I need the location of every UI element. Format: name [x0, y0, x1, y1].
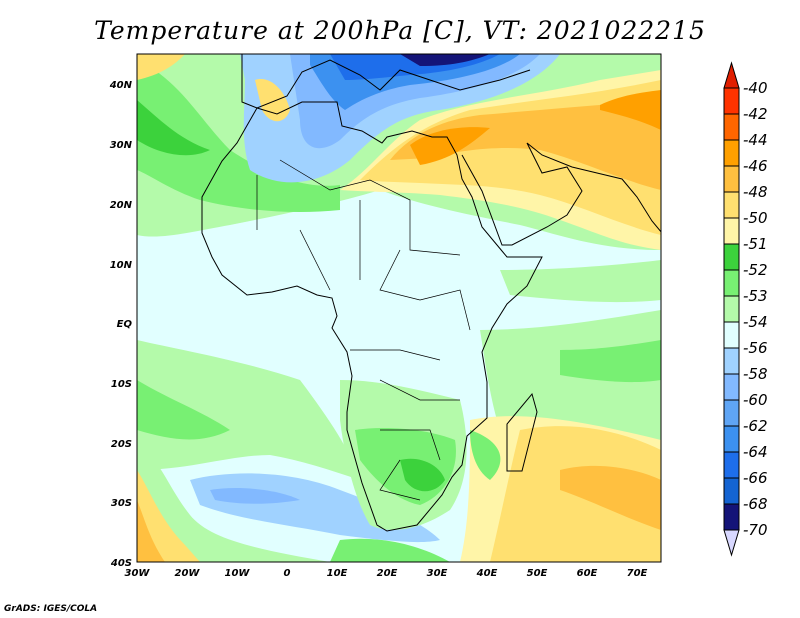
colorbar-label: -53 — [743, 287, 768, 305]
lon-label: 30W — [125, 568, 151, 579]
lon-label: 30E — [427, 568, 448, 579]
lat-label: 30S — [111, 498, 132, 509]
lat-label: 40N — [109, 80, 133, 91]
colorbar-swatch — [723, 321, 740, 349]
lon-label: 40E — [476, 568, 498, 579]
colorbar-swatch — [723, 503, 740, 531]
borders — [256, 159, 471, 501]
lon-label: 20W — [175, 568, 201, 579]
lat-label: EQ — [117, 319, 133, 330]
colorbar-swatch — [723, 451, 740, 479]
colorbar-label: -51 — [743, 235, 768, 253]
madagascar-coastline — [506, 392, 538, 472]
lat-label: 30N — [110, 140, 133, 151]
colorbar-swatch — [723, 373, 740, 401]
colorbar-swatch — [723, 295, 740, 323]
colorbar-label: -70 — [743, 521, 768, 539]
colorbar-label: -52 — [743, 261, 768, 279]
colorbar-swatch — [723, 191, 740, 219]
lat-label: 10N — [110, 260, 133, 271]
colorbar-swatch — [723, 113, 740, 141]
colorbar-swatch — [723, 269, 740, 297]
lon-label: 10W — [225, 568, 251, 579]
colorbar-label: -54 — [743, 313, 768, 331]
arabia-coastline — [461, 142, 661, 246]
latitude-labels: 40N 30N 20N 10N EQ 10S 20S 30S 40S — [109, 80, 133, 569]
lon-label: 50E — [527, 568, 548, 579]
lat-label: 20N — [110, 200, 133, 211]
colorbar-label: -42 — [743, 105, 768, 123]
lon-label: 60E — [577, 568, 598, 579]
longitude-labels: 30W 20W 10W 0 10E 20E 30E 40E 50E 60E 70… — [125, 568, 648, 579]
lon-label: 10E — [327, 568, 348, 579]
lat-label: 10S — [111, 379, 132, 390]
colorbar-label: -62 — [743, 417, 768, 435]
lat-label: 20S — [111, 439, 132, 450]
colorbar-swatch — [723, 139, 740, 167]
temperature-field — [137, 54, 661, 562]
colorbar-label: -64 — [743, 443, 768, 461]
colorbar: -40 -42 -44 -46 -48 -50 -51 -52 -53 -54 -56 -58 -60 -… — [723, 61, 768, 557]
colorbar-label: -46 — [743, 157, 768, 175]
africa-coastline — [201, 101, 543, 532]
colorbar-swatch — [723, 347, 740, 375]
credit-text: GrADS: IGES/COLA — [4, 604, 98, 614]
colorbar-label: -40 — [743, 79, 768, 97]
lat-label: 40S — [110, 558, 132, 569]
colorbar-label: -50 — [743, 209, 768, 227]
colorbar-label: -60 — [743, 391, 768, 409]
colorbar-swatch — [723, 399, 740, 427]
colorbar-label: -56 — [743, 339, 768, 357]
colorbar-label: -48 — [743, 183, 768, 201]
europe-coastline — [241, 54, 531, 109]
lon-label: 20E — [377, 568, 398, 579]
colorbar-swatch — [723, 425, 740, 453]
colorbar-swatch — [723, 217, 740, 245]
colorbar-swatch — [723, 243, 740, 271]
colorbar-above-triangle — [723, 61, 740, 89]
plot-frame — [136, 53, 662, 563]
colorbar-below-triangle — [723, 529, 740, 557]
colorbar-label: -66 — [743, 469, 768, 487]
colorbar-swatch — [723, 165, 740, 193]
colorbar-label: -58 — [743, 365, 768, 383]
colorbar-swatch — [723, 477, 740, 505]
colorbar-label: -44 — [743, 131, 768, 149]
colorbar-label: -68 — [743, 495, 768, 513]
lon-label: 70E — [627, 568, 648, 579]
map-title: Temperature at 200hPa [C], VT: 202102221… — [94, 16, 706, 45]
lon-label: 0 — [284, 568, 291, 579]
colorbar-swatch — [723, 87, 740, 115]
coastlines — [201, 54, 661, 532]
